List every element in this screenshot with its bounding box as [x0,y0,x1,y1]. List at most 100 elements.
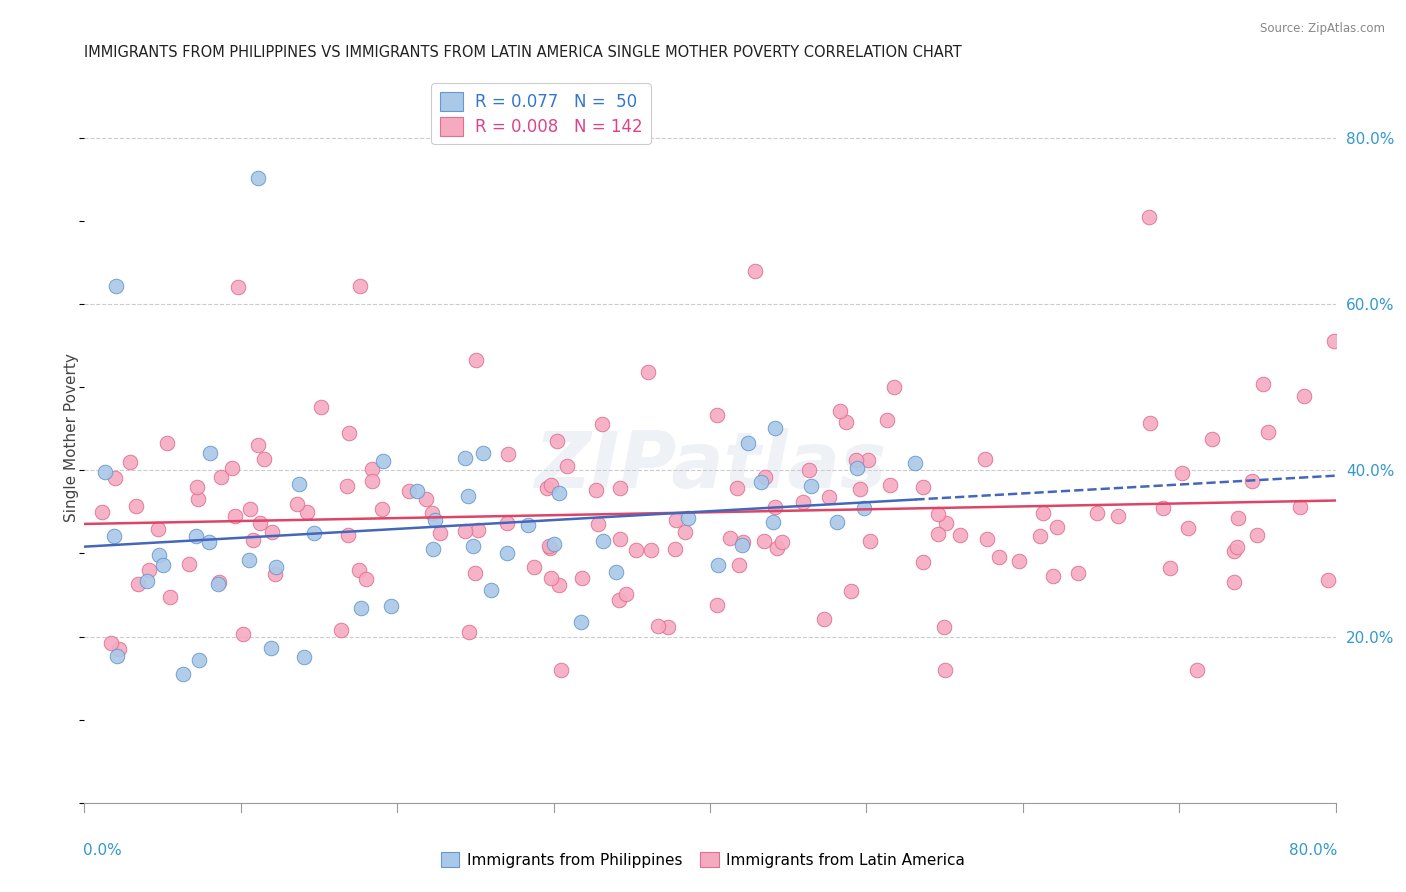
Point [309,401,332,415]
Point [302,526,325,541]
Point [538,541,561,555]
Point [830,403,852,417]
Point [198,445,221,459]
Point [1187,663,1209,677]
Point [1046,520,1069,534]
Point [1139,416,1161,430]
Point [232,627,254,641]
Point [797,463,820,477]
Point [465,353,488,368]
Point [1085,506,1108,520]
Point [371,502,394,516]
Text: ZIPatlas: ZIPatlas [534,428,886,504]
Point [458,624,481,639]
Point [550,663,572,677]
Point [976,532,998,546]
Point [1159,561,1181,575]
Point [592,533,614,548]
Point [105,648,128,663]
Point [935,516,957,531]
Point [813,612,835,626]
Point [876,413,898,427]
Point [264,560,287,574]
Point [187,491,209,506]
Point [249,516,271,531]
Point [260,641,283,656]
Point [406,484,429,499]
Point [927,507,949,521]
Point [706,408,728,422]
Point [762,515,785,529]
Point [614,587,637,601]
Point [285,497,308,511]
Point [548,485,571,500]
Point [496,447,519,461]
Point [94,466,117,480]
Point [420,506,443,520]
Point [1152,501,1174,516]
Point [152,558,174,572]
Point [336,479,359,493]
Point [609,481,631,495]
Point [517,517,540,532]
Point [1223,574,1246,589]
Point [380,599,402,613]
Point [555,458,578,473]
Point [673,525,696,540]
Point [911,480,934,494]
Point [221,460,243,475]
Point [571,571,593,585]
Point [749,475,772,490]
Text: IMMIGRANTS FROM PHILIPPINES VS IMMIGRANTS FROM LATIN AMERICA SINGLE MOTHER POVER: IMMIGRANTS FROM PHILIPPINES VS IMMIGRANT… [84,45,962,61]
Point [495,546,517,560]
Point [800,478,823,492]
Point [835,416,858,430]
Point [429,526,451,541]
Point [238,553,260,567]
Point [678,511,700,525]
Point [246,438,269,452]
Point [974,452,997,467]
Point [547,578,569,592]
Point [1240,474,1263,488]
Point [1137,210,1160,224]
Point [107,642,129,657]
Point [1257,425,1279,439]
Point [422,541,444,556]
Point [292,650,315,665]
Point [543,537,565,551]
Point [827,515,849,529]
Text: 80.0%: 80.0% [1288,843,1337,858]
Point [879,478,901,492]
Point [457,489,479,503]
Point [765,421,787,435]
Point [104,471,127,485]
Point [1032,506,1054,520]
Point [138,563,160,577]
Point [467,523,489,537]
Point [770,535,793,549]
Point [247,170,270,185]
Point [127,577,149,591]
Point [1226,511,1249,525]
Point [932,620,955,634]
Point [664,541,686,556]
Point [146,522,169,536]
Text: Source: ZipAtlas.com: Source: ZipAtlas.com [1260,22,1385,36]
Point [496,516,519,530]
Point [398,483,420,498]
Point [360,474,382,488]
Point [198,535,221,549]
Point [1171,466,1194,480]
Point [588,517,610,532]
Point [744,264,766,278]
Point [591,417,613,431]
Point [540,478,562,492]
Point [754,470,776,484]
Point [546,434,568,449]
Point [728,558,751,572]
Point [188,653,211,667]
Point [226,280,249,294]
Point [125,499,148,513]
Point [209,470,232,484]
